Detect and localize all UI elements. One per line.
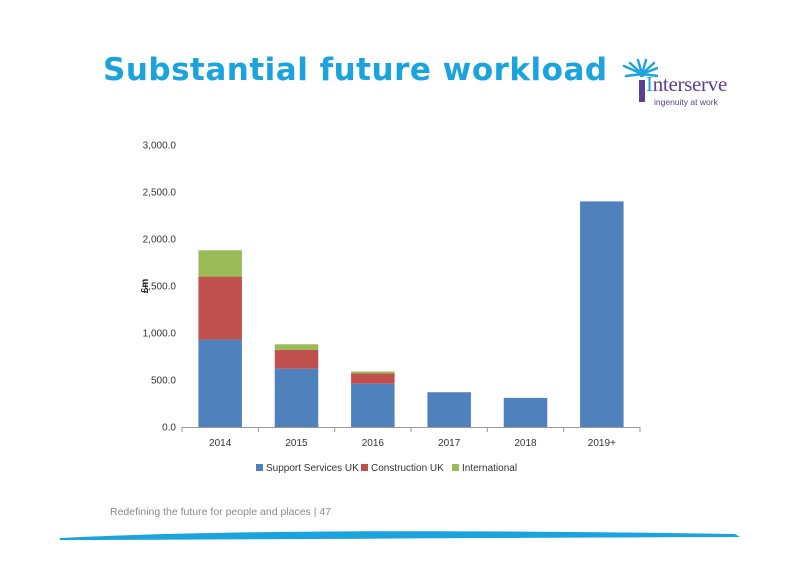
bar-international-2016 bbox=[351, 371, 395, 374]
bar-construction-uk-2015 bbox=[274, 349, 319, 369]
stacked-bar-chart: 0.0 500.0 1,000.0 1,500.0 2,000.0 2,500.0 3,00… bbox=[140, 141, 641, 474]
y-axis: 0.0 500.0 1,000.0 1,500.0 2,000.0 2,500.0 3,00… bbox=[143, 141, 177, 434]
y-tick-label: 3,000.0 bbox=[143, 141, 177, 152]
legend-swatch bbox=[361, 464, 368, 471]
y-tick-label: 1,000.0 bbox=[143, 329, 177, 340]
x-tick-label: 2015 bbox=[285, 438, 308, 449]
legend: Support Services UK Construction UK Intern… bbox=[256, 463, 517, 474]
bar-international-2015 bbox=[274, 344, 319, 350]
x-tick-label: 2016 bbox=[362, 438, 385, 449]
y-tick-label: 2,500.0 bbox=[143, 188, 177, 199]
legend-label: Support Services UK bbox=[266, 463, 359, 474]
interserve-logo: Interserve ingenuity at work bbox=[618, 58, 730, 114]
x-tick-label: 2017 bbox=[438, 438, 461, 449]
bar-construction-uk-2016 bbox=[351, 373, 395, 384]
x-tick-label: 2014 bbox=[209, 438, 232, 449]
bar-support-services-uk-2016 bbox=[351, 383, 395, 427]
bar-support-services-uk-2017 bbox=[427, 392, 471, 427]
bar-support-services-uk-2018 bbox=[503, 397, 548, 427]
bar-support-services-uk-2014 bbox=[198, 339, 242, 427]
logo-figure-icon bbox=[622, 58, 658, 102]
bar-international-2014 bbox=[198, 250, 242, 277]
y-tick-label: 2,000.0 bbox=[143, 235, 177, 246]
slide-title: Substantial future workload bbox=[103, 52, 608, 88]
y-tick-label: 1,500.0 bbox=[143, 282, 177, 293]
y-tick-label: 0.0 bbox=[162, 423, 176, 434]
bars bbox=[198, 201, 624, 427]
x-tick-label: 2019+ bbox=[588, 438, 616, 449]
x-axis: 2014 2015 2016 2017 2018 2019+ bbox=[181, 427, 641, 449]
footer-wave-decoration bbox=[60, 531, 740, 540]
x-tick-label: 2018 bbox=[514, 438, 537, 449]
legend-swatch bbox=[452, 464, 459, 471]
logo-tagline: ingenuity at work bbox=[654, 97, 718, 107]
bar-support-services-uk-2019plus bbox=[580, 201, 624, 427]
footer-text: Redefining the future for people and pla… bbox=[110, 506, 332, 518]
legend-swatch bbox=[256, 464, 263, 471]
bar-support-services-uk-2015 bbox=[274, 368, 319, 427]
bar-construction-uk-2014 bbox=[198, 276, 242, 340]
legend-label: Construction UK bbox=[371, 463, 444, 474]
y-axis-title: £m bbox=[140, 279, 151, 294]
logo-wordmark: Interserve bbox=[646, 72, 727, 96]
legend-label: International bbox=[462, 463, 517, 474]
y-tick-label: 500.0 bbox=[151, 376, 176, 387]
